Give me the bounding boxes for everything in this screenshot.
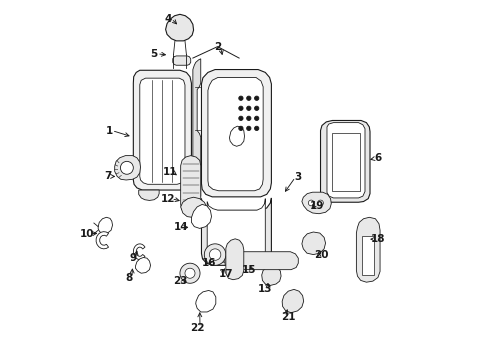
Circle shape bbox=[238, 96, 243, 100]
Polygon shape bbox=[326, 123, 364, 198]
Text: 9: 9 bbox=[129, 253, 136, 263]
Text: 3: 3 bbox=[294, 172, 301, 182]
Polygon shape bbox=[140, 78, 184, 184]
Polygon shape bbox=[96, 231, 108, 249]
Circle shape bbox=[120, 161, 133, 174]
Polygon shape bbox=[180, 197, 206, 218]
Polygon shape bbox=[225, 239, 244, 280]
Text: 18: 18 bbox=[370, 234, 385, 244]
Polygon shape bbox=[282, 289, 303, 313]
Bar bbox=[332, 134, 360, 192]
Circle shape bbox=[209, 249, 221, 260]
Circle shape bbox=[238, 116, 243, 121]
Polygon shape bbox=[207, 199, 265, 262]
Text: 16: 16 bbox=[202, 258, 216, 268]
Circle shape bbox=[180, 263, 200, 283]
Polygon shape bbox=[98, 217, 112, 234]
Text: 19: 19 bbox=[309, 201, 324, 211]
Text: 21: 21 bbox=[281, 312, 295, 322]
Text: 2: 2 bbox=[214, 42, 221, 51]
Text: 12: 12 bbox=[161, 194, 175, 204]
Polygon shape bbox=[165, 14, 193, 41]
Text: 8: 8 bbox=[125, 273, 132, 283]
Text: 11: 11 bbox=[163, 167, 177, 177]
Polygon shape bbox=[261, 266, 281, 285]
Text: 14: 14 bbox=[173, 222, 187, 232]
Polygon shape bbox=[207, 77, 263, 191]
Polygon shape bbox=[356, 217, 379, 282]
Polygon shape bbox=[201, 198, 271, 265]
Polygon shape bbox=[301, 232, 325, 255]
Circle shape bbox=[246, 126, 250, 131]
Polygon shape bbox=[192, 59, 201, 197]
Circle shape bbox=[254, 96, 258, 100]
Circle shape bbox=[254, 106, 258, 111]
Text: 6: 6 bbox=[373, 153, 381, 163]
Polygon shape bbox=[224, 252, 298, 270]
Polygon shape bbox=[172, 56, 190, 65]
Polygon shape bbox=[133, 70, 191, 190]
Circle shape bbox=[246, 96, 250, 100]
Polygon shape bbox=[195, 291, 215, 312]
Text: 7: 7 bbox=[103, 171, 111, 181]
Circle shape bbox=[254, 126, 258, 131]
Polygon shape bbox=[180, 156, 201, 214]
Circle shape bbox=[246, 116, 250, 121]
Text: 4: 4 bbox=[164, 14, 172, 24]
Polygon shape bbox=[115, 156, 140, 180]
Circle shape bbox=[204, 244, 225, 265]
Text: 23: 23 bbox=[173, 276, 187, 286]
Text: 17: 17 bbox=[218, 269, 233, 279]
Circle shape bbox=[246, 106, 250, 111]
Circle shape bbox=[238, 106, 243, 111]
Text: 1: 1 bbox=[105, 126, 112, 135]
Polygon shape bbox=[201, 69, 271, 197]
Text: 5: 5 bbox=[150, 49, 158, 59]
Circle shape bbox=[254, 116, 258, 121]
Text: 22: 22 bbox=[189, 323, 204, 333]
Text: 20: 20 bbox=[314, 249, 328, 260]
Circle shape bbox=[184, 268, 195, 278]
Text: 15: 15 bbox=[241, 265, 256, 275]
Polygon shape bbox=[301, 192, 330, 214]
Polygon shape bbox=[191, 204, 211, 228]
Text: 10: 10 bbox=[80, 229, 95, 239]
Polygon shape bbox=[133, 244, 145, 260]
Bar bbox=[362, 236, 373, 275]
Polygon shape bbox=[320, 121, 369, 202]
Polygon shape bbox=[139, 190, 159, 201]
Text: 13: 13 bbox=[258, 284, 272, 294]
Polygon shape bbox=[229, 126, 244, 146]
Polygon shape bbox=[135, 257, 150, 273]
Circle shape bbox=[238, 126, 243, 131]
Circle shape bbox=[317, 200, 323, 206]
Circle shape bbox=[308, 200, 313, 206]
